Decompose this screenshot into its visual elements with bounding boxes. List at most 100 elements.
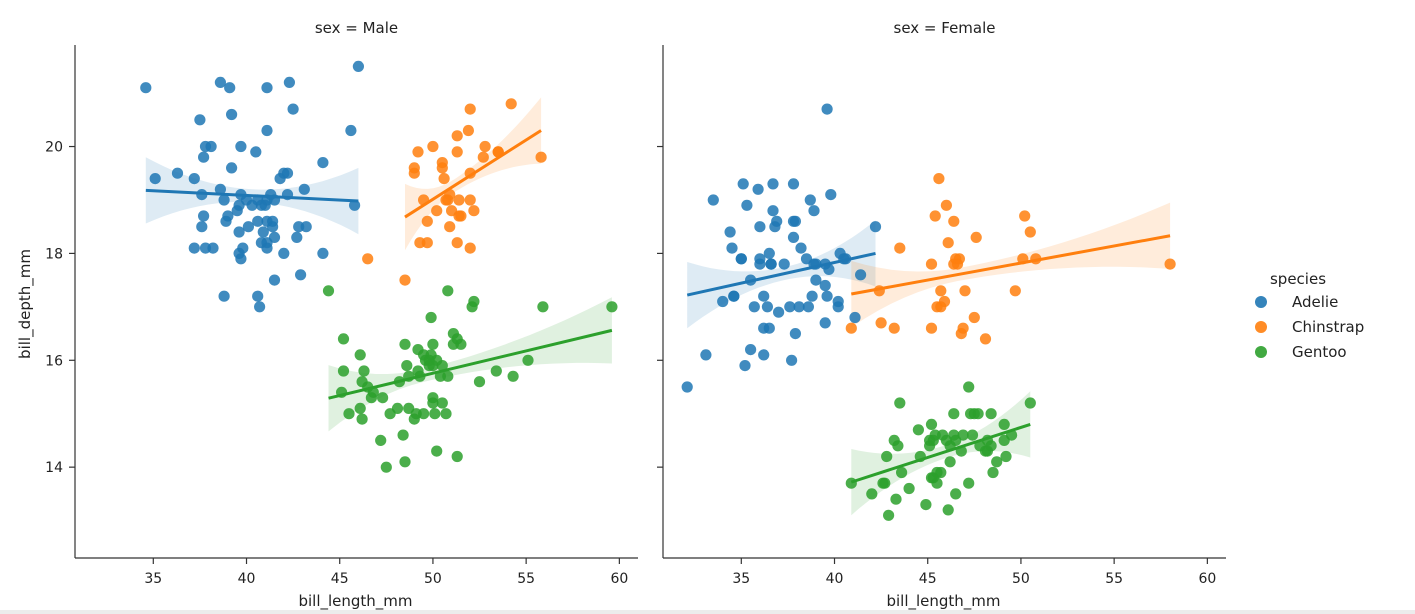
panel-2-adelie-point [754, 253, 766, 265]
panel-1-gentoo-point [375, 434, 387, 446]
panel-1-gentoo-point [440, 408, 452, 420]
panel-2-gentoo-point [903, 482, 915, 495]
panel-2-adelie-point [754, 221, 766, 233]
panel-2-gentoo-point [1024, 397, 1036, 409]
panel-1-adelie-point [261, 124, 273, 137]
panel-1-gentoo-point [442, 370, 454, 382]
y-axis-label: bill_depth_mm [16, 249, 35, 359]
panel-2-adelie-point [808, 205, 820, 217]
panel-2-gentoo-point [985, 408, 997, 420]
legend: species Adelie Chinstrap Gentoo [1255, 270, 1364, 361]
panel-2-chinstrap-point [948, 215, 960, 227]
panel-1-y-tick-label: 20 [45, 140, 63, 156]
panel-1-gentoo-point [442, 285, 454, 297]
panel-1-adelie-point [140, 82, 152, 94]
panel-1-gentoo-point [606, 301, 618, 313]
legend-item-gentoo: Gentoo [1255, 343, 1347, 361]
panel-1-gentoo-point [537, 301, 549, 313]
panel-1-gentoo-point [436, 397, 448, 409]
panel-1-chinstrap-point [451, 146, 463, 158]
panel-1-y-tick-label: 16 [45, 353, 63, 369]
panel-1-chinstrap-point [505, 98, 517, 110]
panel-2-gentoo-point [957, 429, 969, 441]
panel-1-adelie-point [252, 215, 264, 227]
panel-1-x-axis-label: bill_length_mm [298, 592, 412, 610]
panel-1-chinstrap-point [421, 215, 433, 227]
panel-1-gentoo-point [399, 456, 411, 468]
panel-2-adelie-regression-line [686, 251, 876, 297]
panel-2-adelie-point [681, 381, 693, 393]
panel-2-chinstrap-point [968, 311, 980, 324]
panel-1-chinstrap-point [464, 103, 476, 115]
legend-label-adelie: Adelie [1292, 293, 1338, 311]
panel-1-adelie-point [283, 76, 295, 88]
panel-2-adelie-point [773, 306, 785, 318]
panel-1-gentoo-point [358, 365, 370, 377]
panel-1-adelie-point [196, 221, 208, 233]
panel-1-adelie-point [250, 146, 262, 158]
panel-2-chinstrap-point [979, 333, 992, 345]
panel-1-title: sex = Male [315, 19, 398, 37]
panel-1-adelie-point [188, 173, 200, 185]
legend-title: species [1270, 270, 1326, 288]
panel-1-gentoo-point [466, 301, 478, 313]
panel-2-adelie-point [787, 178, 800, 190]
panel-2-x-tick-label: 60 [1198, 571, 1216, 587]
panel-2-adelie-point [821, 103, 833, 115]
panel-1-gentoo-point [343, 408, 355, 420]
panel-2-chinstrap-point [957, 322, 969, 334]
panel-2-adelie-point [823, 263, 835, 275]
panel-2-chinstrap-point [888, 322, 900, 334]
panel-2-gentoo-point [931, 477, 943, 489]
panel-1-adelie-point [171, 167, 184, 179]
panel-2-gentoo-point [965, 408, 977, 420]
panel-1-gentoo-point [490, 365, 502, 377]
panel-1-gentoo-point [384, 408, 396, 420]
panel-1-adelie-point [252, 290, 264, 302]
panel-1-chinstrap-point [412, 146, 424, 158]
panel-2-gentoo-point [998, 418, 1010, 430]
legend-items: Adelie Chinstrap Gentoo [1255, 293, 1364, 361]
panel-1-x-tick-label: 55 [517, 571, 535, 587]
panel-1-chinstrap-point [453, 194, 465, 206]
panel-2-adelie-point [793, 301, 805, 313]
panel-2-adelie-point [765, 258, 777, 270]
panel-2-chinstrap-point [940, 199, 953, 211]
panel-1-chinstrap-point [408, 162, 420, 174]
panel-2-adelie-point [806, 290, 818, 302]
panel-2-gentoo-point [948, 429, 960, 441]
panel-2-chinstrap-point [938, 295, 951, 308]
panel-2-x-tick-label: 45 [919, 571, 937, 587]
panel-1-chinstrap-point [479, 140, 491, 153]
panel-1-adelie-regression-line [145, 188, 359, 203]
panel-2-adelie-point [763, 247, 775, 259]
panel-2-gentoo-point [883, 509, 895, 521]
panel-1-chinstrap-point [362, 253, 374, 265]
panel-2-adelie-point [819, 279, 831, 292]
panel-1: sex = Male 35 40 45 50 55 60 14 16 18 20 bill_lengt… [45, 19, 638, 610]
panel-2-chinstrap-point [845, 322, 857, 334]
panel-2-adelie-point [787, 231, 800, 243]
panel-2-adelie-point [855, 269, 867, 281]
panel-1-x-tick-label: 60 [610, 571, 628, 587]
panel-1-adelie-point [267, 215, 279, 227]
panel-2-adelie-point [700, 349, 712, 361]
panel-1-chinstrap-point [451, 130, 463, 142]
panel-2-gentoo-point [935, 466, 947, 479]
panel-2-gentoo-point [892, 440, 904, 452]
panel-1-adelie-point [317, 157, 329, 169]
panel-1-gentoo-point [429, 408, 441, 420]
panel-2-chinstrap-point [929, 210, 941, 222]
panel-1-adelie-point [261, 237, 273, 249]
legend-marker-adelie [1255, 296, 1267, 308]
panel-1-chinstrap-point [431, 205, 443, 217]
panel-2-gentoo-point [963, 381, 975, 393]
panel-2-chinstrap-point [894, 242, 906, 254]
legend-marker-chinstrap [1255, 321, 1267, 333]
panel-2-adelie-point [802, 301, 815, 313]
panel-2-chinstrap-point [1164, 258, 1176, 270]
panel-2-adelie-point [810, 274, 822, 286]
panel-1-gentoo-point [451, 450, 463, 463]
panel-2-adelie-point [786, 354, 798, 366]
